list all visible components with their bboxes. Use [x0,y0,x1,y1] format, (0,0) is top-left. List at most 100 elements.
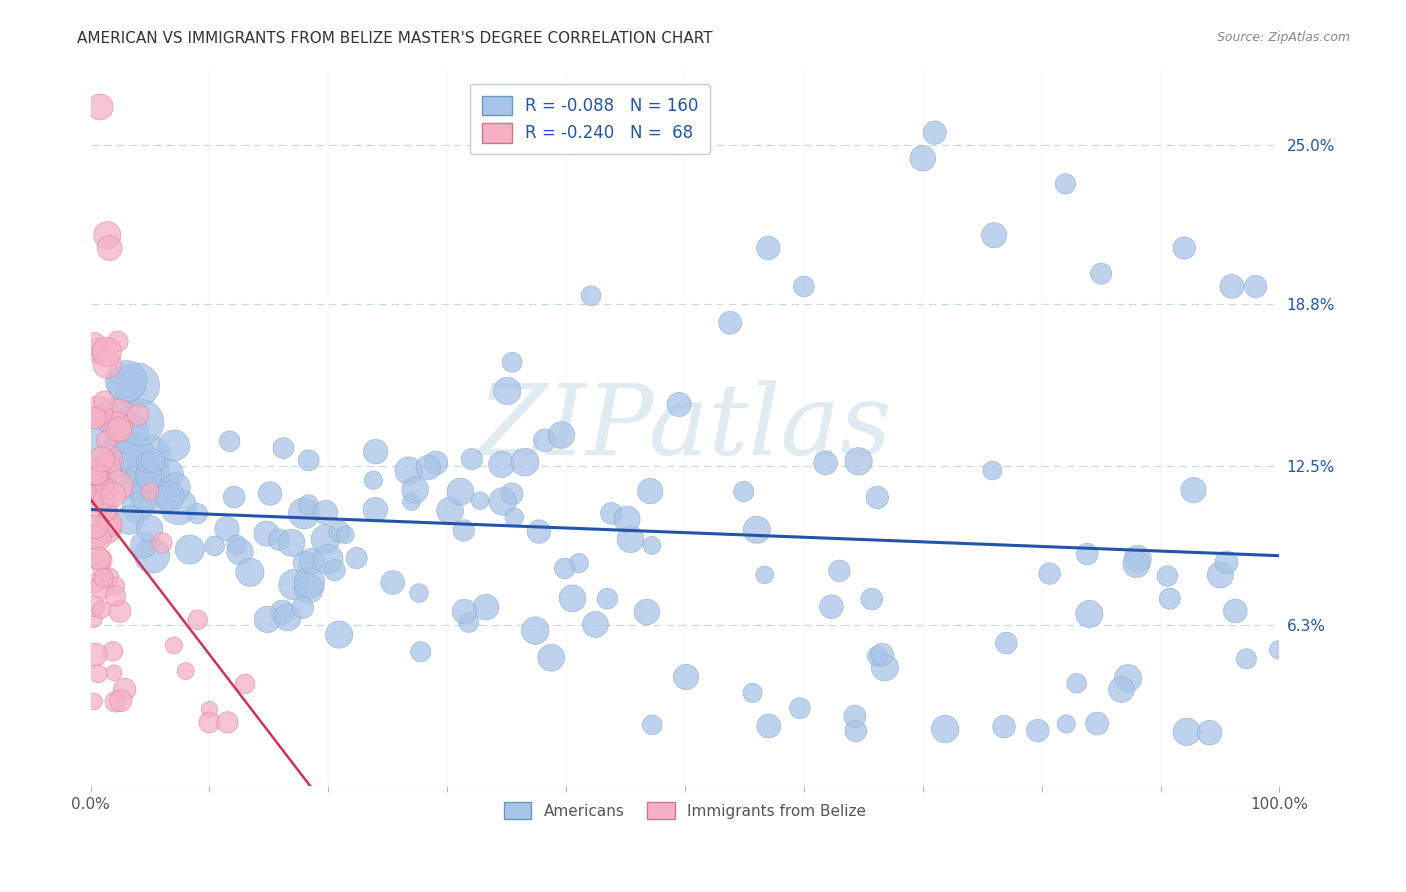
Point [1156,569,1178,583]
Point [1268,643,1291,657]
Point [316,552,339,566]
Point [981,464,1004,478]
Point [583,617,606,632]
Point [425,456,447,470]
Point [98,570,121,584]
Point [1175,724,1198,739]
Point [138,522,160,536]
Point [364,444,387,458]
Point [142,454,165,468]
Legend: Americans, Immigrants from Belize: Americans, Immigrants from Belize [498,796,872,825]
Point [513,455,536,469]
Point [983,228,1005,243]
Point [128,465,150,479]
Point [82,487,104,501]
Point [638,484,661,499]
Point [87,551,110,566]
Point [87,343,110,358]
Point [104,410,127,425]
Point [758,719,780,733]
Point [1198,725,1220,739]
Point [90,562,112,576]
Point [873,660,896,674]
Point [129,475,152,490]
Point [93,478,115,492]
Point [93,492,115,507]
Point [101,644,124,658]
Point [127,408,149,422]
Point [453,605,475,619]
Point [167,500,190,514]
Point [1182,483,1205,497]
Point [283,577,305,591]
Point [91,500,114,515]
Point [1026,723,1049,738]
Point [174,664,197,678]
Point [150,488,173,502]
Point [127,500,149,515]
Point [129,416,152,430]
Point [135,455,157,469]
Point [789,701,811,715]
Point [107,334,129,349]
Point [675,670,697,684]
Point [159,489,181,503]
Point [619,533,641,547]
Point [215,522,238,536]
Point [1054,177,1077,191]
Point [491,458,513,472]
Point [142,468,165,483]
Point [91,580,114,594]
Point [995,636,1018,650]
Point [157,467,180,481]
Point [636,605,658,619]
Point [93,571,115,585]
Point [561,591,583,606]
Point [298,582,321,596]
Point [934,722,956,736]
Point [1159,591,1181,606]
Point [291,600,314,615]
Point [84,648,107,662]
Point [271,605,294,619]
Point [233,677,256,691]
Point [1215,556,1237,570]
Point [186,507,208,521]
Point [84,520,107,534]
Point [277,610,299,624]
Point [96,461,118,475]
Point [1054,717,1077,731]
Point [83,599,105,613]
Point [217,715,239,730]
Point [745,523,768,537]
Point [204,539,226,553]
Point [100,450,122,465]
Point [298,453,321,467]
Point [115,374,138,388]
Point [87,467,110,482]
Point [112,442,135,457]
Point [911,151,934,165]
Point [641,538,664,552]
Point [668,397,690,411]
Point [87,491,110,506]
Point [1125,557,1147,571]
Point [90,553,112,567]
Point [179,542,201,557]
Point [924,126,946,140]
Point [105,420,128,434]
Point [103,665,125,680]
Point [993,720,1015,734]
Point [741,686,763,700]
Point [401,494,423,508]
Point [315,532,337,546]
Point [96,521,118,535]
Point [1209,568,1232,582]
Point [118,513,141,527]
Point [860,592,883,607]
Point [845,723,868,738]
Point [84,411,107,425]
Point [527,524,550,539]
Point [198,715,221,730]
Point [96,344,118,359]
